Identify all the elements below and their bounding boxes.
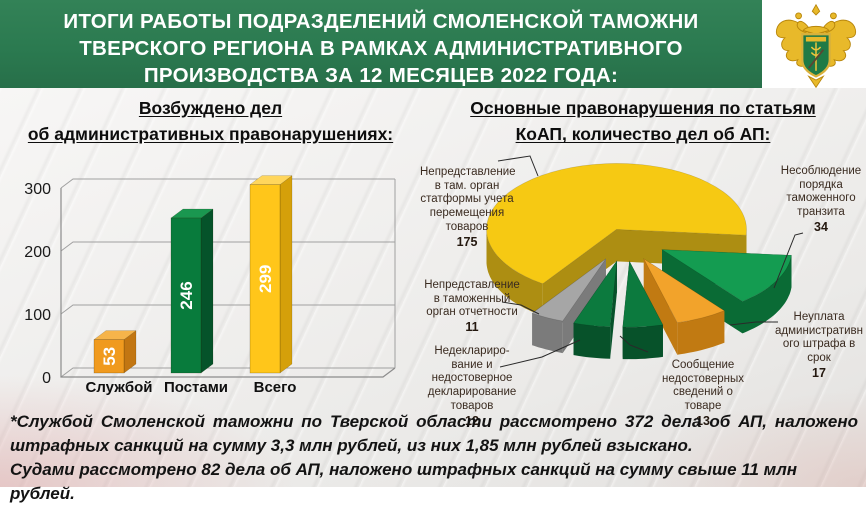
footnote-line: Судами рассмотрено 82 дела об АП, наложе…	[10, 460, 798, 504]
pie-slice-side	[486, 228, 543, 316]
pie-label-value: 17	[812, 365, 826, 380]
pie-slice-side	[532, 313, 563, 354]
bar-chart-panel: Возбуждено дел об административных право…	[6, 95, 415, 407]
pie-label-text: Недеклариро- вание и недостоверное декла…	[427, 344, 517, 412]
pie-label-reporting: Непредставление в таможенный орган отчет…	[420, 265, 524, 349]
pie-label-text: Сообщение недостоверных сведений о товар…	[661, 358, 745, 413]
pie-label-value: 34	[814, 219, 828, 234]
pie-slice-side	[677, 310, 725, 355]
y-axis-tick: 100	[24, 307, 51, 324]
y-axis-tick: 0	[42, 370, 51, 387]
pie-label-stat-forms: Непредставление в там. орган статформы у…	[420, 152, 516, 264]
leader-line	[773, 232, 804, 289]
content-area: Возбуждено дел об административных право…	[0, 88, 866, 503]
bar-side-face	[200, 208, 214, 374]
pie-label-value: 11	[465, 320, 479, 335]
pie-slice	[622, 260, 664, 328]
pie-label-text: Непредставление в таможенный орган отчет…	[424, 278, 520, 319]
pie-label-transit: Несоблюдение порядка таможенного транзит…	[776, 151, 866, 249]
pie-slice-side	[742, 255, 792, 334]
pie-slice	[531, 258, 607, 322]
grid-line	[60, 304, 395, 315]
title-line: КоАП, количество дел об АП:	[515, 124, 771, 145]
bar-value: 53	[100, 347, 119, 366]
pie-label-text: Неуплата административн ого штрафа в сро…	[775, 310, 863, 365]
pie-label-value: 12	[465, 413, 479, 428]
bar	[170, 217, 202, 374]
crown-right-icon	[830, 12, 837, 20]
pie-slice	[643, 258, 725, 324]
pie-label-value: 175	[456, 234, 478, 249]
leader-line	[619, 335, 649, 353]
pie-chart-canvas	[486, 155, 804, 368]
pie-slice-side	[622, 324, 663, 360]
pie-label-fine-unpaid: Неуплата административн ого штрафа в сро…	[772, 297, 866, 395]
category-label: Всего	[254, 379, 297, 396]
y-axis-tick: 300	[24, 181, 51, 198]
title-line: ТВЕРСКОГО РЕГИОНА В РАМКАХ АДМИНИСТРАТИВ…	[79, 37, 683, 61]
pie-label-text: Несоблюдение порядка таможенного транзит…	[780, 164, 862, 219]
leader-line	[501, 301, 540, 315]
customs-emblem-icon	[775, 3, 857, 89]
axis-line	[60, 188, 396, 378]
grid-line	[60, 367, 395, 378]
title-line: ИТОГИ РАБОТЫ ПОДРАЗДЕЛЕНИЙ СМОЛЕНСКОЙ ТА…	[63, 10, 699, 33]
bar-side-face	[279, 175, 293, 374]
title-line: Возбуждено дел	[138, 98, 283, 118]
pie-label-text: Непредставление в там. орган статформы у…	[420, 165, 516, 233]
title-line: об административных правонарушениях:	[27, 124, 394, 145]
footnote-block: *Службой Смоленской таможни по Тверской …	[10, 410, 858, 507]
pie-slice-wall	[643, 258, 678, 355]
bar-value: 246	[177, 281, 196, 309]
category-label: Постами	[164, 379, 228, 396]
pie-slice-side	[573, 323, 611, 359]
bar	[93, 339, 125, 374]
pie-label-non-declaration: Недеклариро- вание и недостоверное декла…	[422, 331, 522, 443]
title-line: Основные правонарушения по статьям	[470, 98, 816, 118]
pie-chart-title: Основные правонарушения по статьям КоАП,…	[420, 95, 866, 148]
grid-line	[60, 178, 395, 189]
pie-label-value: 13	[696, 413, 710, 428]
pie-slice	[573, 259, 618, 328]
crown-left-icon	[795, 12, 802, 20]
shield-banner	[805, 36, 827, 42]
leader-line	[499, 339, 581, 368]
title-line: ПРОИЗВОДСТВА ЗА 12 МЕСЯЦЕВ 2022 ГОДА:	[143, 64, 619, 88]
header: ИТОГИ РАБОТЫ ПОДРАЗДЕЛЕНИЙ СМОЛЕНСКОЙ ТА…	[0, 0, 762, 88]
bar-chart-title: Возбуждено дел об административных право…	[6, 95, 415, 148]
eagle-tail	[807, 75, 825, 89]
grid-line	[60, 241, 395, 252]
pie-label-false-info: Сообщение недостоверных сведений о товар…	[646, 345, 760, 443]
leader-line	[729, 321, 778, 326]
bar-value: 299	[256, 265, 275, 293]
footnote-line: *Службой Смоленской таможни по Тверской …	[10, 412, 858, 456]
pie-slice	[486, 163, 747, 285]
page-title: ИТОГИ РАБОТЫ ПОДРАЗДЕЛЕНИЙ СМОЛЕНСКОЙ ТА…	[0, 0, 762, 89]
category-label: Службой	[86, 379, 153, 396]
bar	[249, 184, 281, 374]
bar-chart-canvas: 0 100 200 300 53 Службой 246 Постами 299 Всего	[24, 175, 396, 396]
pie-chart-panel: Основные правонарушения по статьям КоАП,…	[420, 95, 866, 428]
crown-band	[802, 25, 830, 35]
crown-center-icon	[811, 3, 821, 16]
leader-line	[497, 155, 539, 177]
caduceus-icon	[807, 42, 825, 71]
y-axis-tick: 200	[24, 244, 51, 261]
